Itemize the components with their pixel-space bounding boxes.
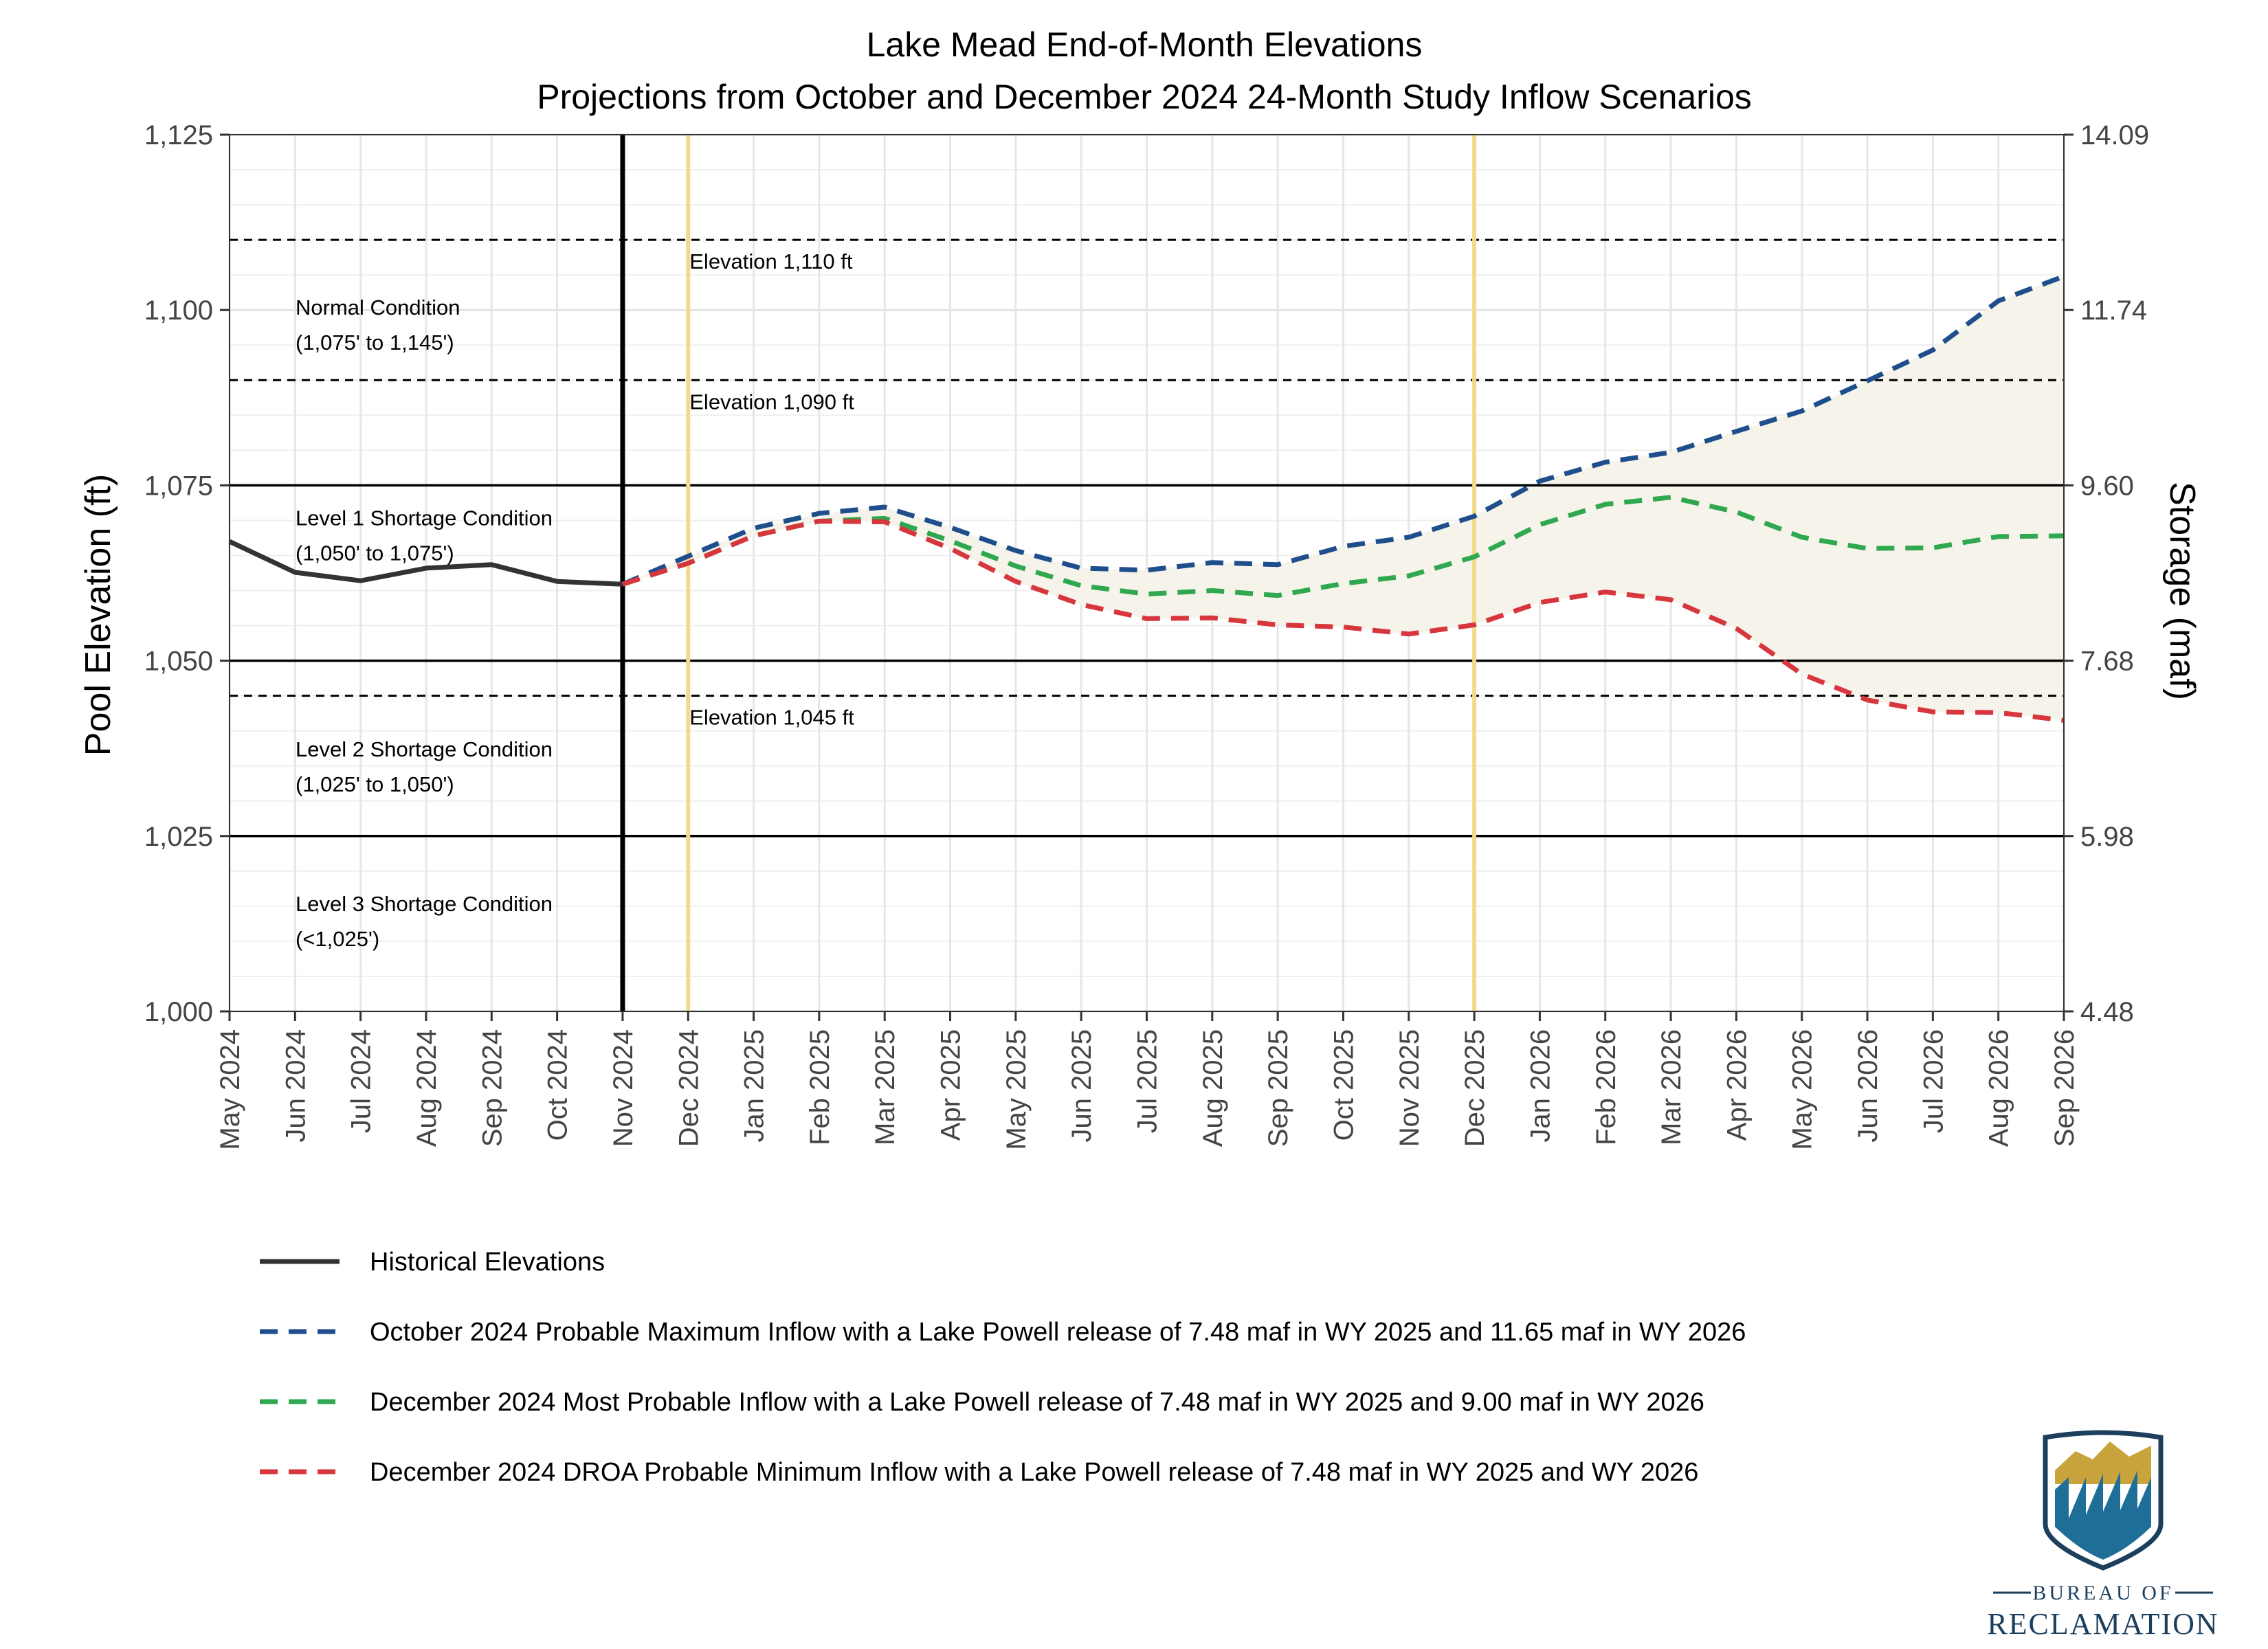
y-tick-label: 1,000	[144, 997, 213, 1027]
reference-line-label-1110: Elevation 1,110 ft	[689, 249, 853, 273]
logo-mountain-icon	[2055, 1442, 2151, 1484]
legend-label-1: Historical Elevations	[370, 1248, 605, 1277]
condition-label-1: Normal Condition	[296, 295, 460, 319]
x-tick-label: Jun 2025	[1067, 1029, 1097, 1143]
x-tick-label: Dec 2024	[674, 1029, 704, 1147]
x-tick-label: Mar 2025	[870, 1029, 900, 1145]
chart-title: Lake Mead End-of-Month Elevations	[867, 25, 1423, 64]
condition-range-1: (1,075' to 1,145')	[296, 330, 454, 355]
reclamation-logo: BUREAU OF RECLAMATION	[1987, 1430, 2219, 1641]
series-lines	[228, 273, 2065, 723]
y-tick-label: 1,050	[144, 647, 213, 677]
axes: 1,000 4.48 1,025 5.98 1,050 7.68 1,075 9.60 1,10…	[144, 120, 2149, 1150]
series-line-4	[621, 519, 2065, 723]
y-tick-label: 1,100	[144, 295, 213, 326]
reference-lines	[230, 238, 2064, 838]
x-tick-label: Sep 2024	[477, 1029, 507, 1147]
condition-label-3: Level 2 Shortage Condition	[296, 737, 553, 761]
x-tick-label: Apr 2025	[936, 1029, 966, 1141]
condition-label-2: Level 1 Shortage Condition	[296, 506, 553, 530]
x-tick-label: Jul 2024	[346, 1029, 377, 1133]
legend-label-2: October 2024 Probable Maximum Inflow wit…	[370, 1318, 1746, 1347]
y-tick-label: 1,075	[144, 471, 213, 501]
y2-axis-title: Storage (maf)	[2162, 482, 2202, 700]
annotations: Elevation 1,110 ft Elevation 1,090 ft Elev…	[296, 249, 854, 951]
x-tick-label: Feb 2025	[805, 1029, 835, 1145]
y2-tick-label: 5.98	[2080, 822, 2134, 852]
y-axis-title: Pool Elevation (ft)	[78, 474, 118, 756]
x-tick-label: Mar 2026	[1656, 1029, 1687, 1145]
logo-bottom-text: RECLAMATION	[1987, 1607, 2219, 1641]
y2-tick-label: 7.68	[2080, 647, 2134, 677]
chart-subtitle: Projections from October and December 20…	[537, 78, 1752, 116]
y-tick-label: 1,125	[144, 120, 213, 150]
x-tick-label: Sep 2026	[2049, 1029, 2080, 1147]
x-tick-label: Jul 2025	[1133, 1029, 1163, 1133]
x-tick-label: Aug 2026	[1984, 1029, 2014, 1147]
condition-range-2: (1,050' to 1,075')	[296, 541, 454, 565]
legend-label-4: December 2024 DROA Probable Minimum Infl…	[370, 1458, 1698, 1487]
x-tick-label: Jun 2026	[1853, 1029, 1883, 1143]
y2-tick-label: 4.48	[2080, 997, 2134, 1027]
x-tick-label: Jan 2025	[740, 1029, 770, 1143]
condition-label-4: Level 3 Shortage Condition	[296, 892, 553, 916]
y2-tick-label: 11.74	[2080, 295, 2147, 326]
reference-line-label-1045: Elevation 1,045 ft	[689, 706, 854, 730]
series-line-3	[621, 495, 2065, 598]
series-line-2	[621, 273, 2065, 587]
month-markers	[620, 135, 1477, 1011]
legend-label-3: December 2024 Most Probable Inflow with …	[370, 1388, 1704, 1417]
logo-water-icon	[2055, 1470, 2151, 1560]
logo-top-text: BUREAU OF	[2032, 1582, 2173, 1604]
x-tick-label: May 2025	[1001, 1029, 1032, 1150]
x-tick-label: May 2026	[1788, 1029, 1818, 1150]
x-tick-label: Feb 2026	[1591, 1029, 1621, 1145]
x-tick-label: May 2024	[215, 1029, 245, 1150]
x-tick-label: Nov 2025	[1394, 1029, 1425, 1147]
y-tick-label: 1,025	[144, 822, 213, 852]
x-tick-label: Oct 2024	[543, 1029, 573, 1141]
y2-tick-label: 9.60	[2080, 471, 2134, 501]
projection-band	[622, 276, 2065, 721]
x-tick-label: Dec 2025	[1460, 1029, 1490, 1147]
x-tick-label: Sep 2025	[1263, 1029, 1293, 1147]
x-tick-label: Jan 2026	[1525, 1029, 1555, 1143]
x-tick-label: Aug 2025	[1198, 1029, 1228, 1147]
y2-tick-label: 14.09	[2080, 120, 2149, 150]
legend: Historical Elevations October 2024 Probab…	[260, 1248, 1746, 1487]
x-tick-label: Nov 2024	[608, 1029, 638, 1147]
condition-range-3: (1,025' to 1,050')	[296, 772, 454, 796]
x-tick-label: Oct 2025	[1328, 1029, 1359, 1141]
reference-line-label-1090: Elevation 1,090 ft	[689, 390, 854, 414]
condition-range-4: (<1,025')	[296, 927, 379, 951]
x-tick-label: Aug 2024	[412, 1029, 442, 1147]
x-tick-label: Jul 2026	[1918, 1029, 1948, 1133]
x-tick-label: Jun 2024	[280, 1029, 311, 1143]
x-tick-label: Apr 2026	[1722, 1029, 1752, 1141]
